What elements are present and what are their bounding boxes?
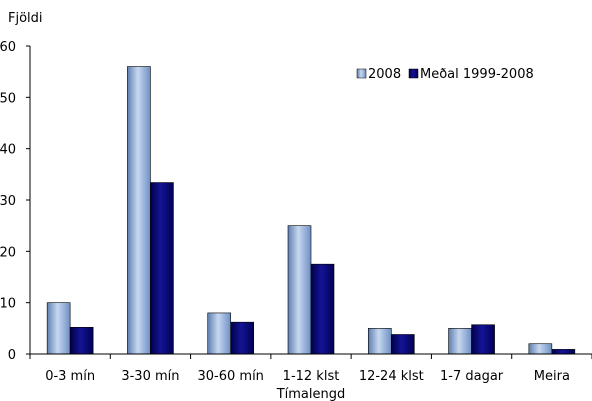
- bar-2008: [367, 328, 392, 355]
- category-label: 1-12 klst: [283, 369, 340, 384]
- category-label: 1-7 dagar: [440, 369, 504, 384]
- legend-swatch-2008: [356, 68, 367, 79]
- bar-series: [46, 66, 576, 355]
- bar-2008: [46, 302, 71, 355]
- category-label: Meira: [534, 369, 570, 384]
- y-tick-label: 0: [8, 348, 16, 363]
- bar-2008: [448, 328, 472, 355]
- category-label: 12-24 klst: [359, 369, 424, 384]
- bar-average: [230, 321, 255, 355]
- y-axis-title: Fjöldi: [8, 11, 43, 26]
- legend: 2008 Meðal 1999-2008: [356, 67, 534, 82]
- bar-2008: [528, 343, 553, 355]
- bar-average: [310, 263, 335, 355]
- y-tick-label: 30: [0, 194, 16, 209]
- bar-average: [390, 334, 415, 355]
- legend-label-average: Meðal 1999-2008: [420, 67, 534, 82]
- y-tick-label: 50: [0, 91, 16, 106]
- bar-average: [551, 349, 576, 355]
- x-axis-categories: 0-3 mín 3-30 mín 30-60 mín 1-12 klst 12-24 k…: [29, 354, 592, 384]
- category-label: 3-30 mín: [121, 369, 179, 384]
- y-tick-label: 60: [0, 40, 16, 55]
- legend-label-2008: 2008: [368, 67, 401, 82]
- y-tick-label: 10: [0, 297, 16, 312]
- legend-swatch-average: [408, 68, 419, 79]
- y-axis-ticks: 0 10 20 30 40 50 60: [0, 40, 30, 363]
- bar-average: [69, 327, 94, 355]
- category-label: 30-60 mín: [198, 369, 264, 384]
- y-tick-label: 20: [0, 245, 16, 260]
- x-axis-title: Tímalengd: [276, 387, 346, 401]
- bar-average: [150, 182, 174, 355]
- bar-average: [471, 324, 495, 355]
- category-label: 0-3 mín: [45, 369, 95, 384]
- bar-2008: [287, 225, 312, 355]
- bar-2008: [127, 66, 151, 355]
- y-tick-label: 40: [0, 143, 16, 158]
- bar-2008: [207, 312, 232, 355]
